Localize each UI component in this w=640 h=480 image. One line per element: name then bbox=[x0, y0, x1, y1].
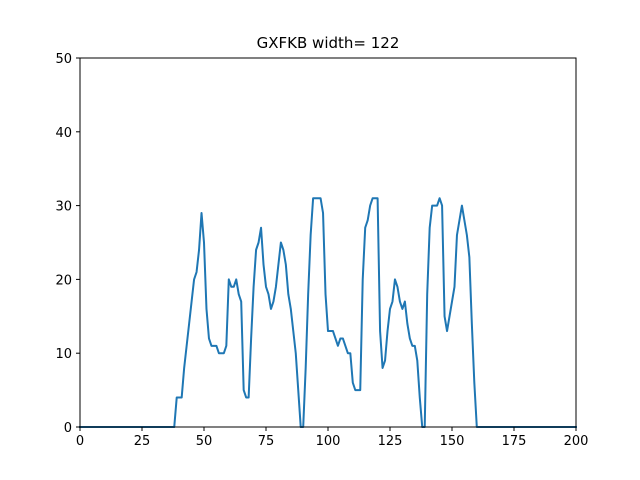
x-tick-label: 200 bbox=[564, 434, 589, 449]
y-tick-label: 40 bbox=[55, 126, 72, 141]
y-tick-label: 0 bbox=[64, 421, 72, 436]
y-tick-label: 20 bbox=[55, 273, 72, 288]
x-tick-label: 25 bbox=[134, 434, 151, 449]
series-line-0 bbox=[79, 197, 577, 428]
y-axis: 0 10 20 30 40 50 bbox=[55, 52, 80, 436]
x-axis: 0 25 50 75 100 125 150 175 200 bbox=[76, 427, 589, 449]
y-tick-label: 30 bbox=[55, 200, 72, 215]
x-tick-label: 75 bbox=[258, 434, 275, 449]
y-tick-label: 50 bbox=[55, 52, 72, 67]
chart-title: GXFKB width= 122 bbox=[257, 34, 400, 52]
x-tick-label: 150 bbox=[440, 434, 465, 449]
x-tick-label: 175 bbox=[502, 434, 527, 449]
x-tick-label: 125 bbox=[378, 434, 403, 449]
x-tick-label: 100 bbox=[316, 434, 341, 449]
plot-frame bbox=[79, 57, 577, 428]
x-tick-label: 0 bbox=[76, 434, 84, 449]
x-tick-label: 50 bbox=[196, 434, 213, 449]
y-tick-label: 10 bbox=[55, 347, 72, 362]
plot-area bbox=[79, 197, 577, 428]
